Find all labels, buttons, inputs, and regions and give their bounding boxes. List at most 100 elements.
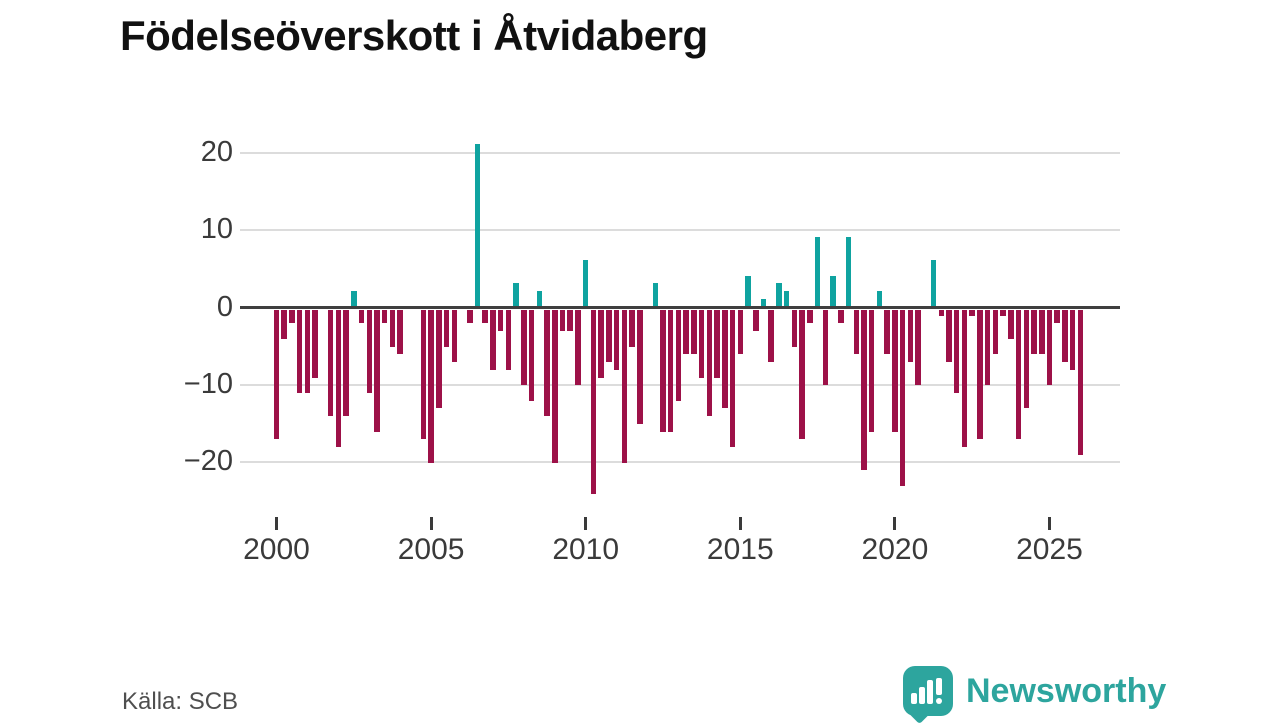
bar-2012-q2 — [652, 283, 659, 307]
bar-2021-q3 — [938, 309, 945, 316]
bar-2025-q2 — [1054, 309, 1060, 324]
bar-2022-q1 — [953, 309, 960, 394]
bar-2014-q1 — [706, 309, 713, 417]
bar-2002-q1 — [335, 309, 342, 448]
bar-2003-q1 — [366, 309, 372, 394]
bar-2003-q4 — [389, 309, 396, 347]
x-tick-2015 — [738, 517, 742, 530]
bar-2002-q2 — [343, 309, 349, 417]
bar-2015-q2 — [745, 275, 751, 307]
bar-2006-q3 — [474, 144, 481, 307]
x-tick-label-2015: 2015 — [706, 533, 774, 566]
bar-2001-q4 — [327, 309, 334, 417]
bar-2023-q3 — [1000, 309, 1006, 316]
bar-2018-q4 — [853, 309, 859, 355]
bar-2002-q4 — [358, 309, 365, 324]
bar-2000-q2 — [281, 309, 287, 339]
bar-2016-q2 — [776, 283, 782, 307]
bar-2007-q4 — [513, 283, 519, 307]
bar-2000-q1 — [273, 309, 280, 440]
y-tick-label-10: 10 — [200, 213, 233, 246]
bar-2010-q2 — [590, 309, 597, 494]
logo-bar-small — [911, 693, 917, 704]
bar-2013-q1 — [675, 309, 682, 401]
y-tick-label-0: 0 — [216, 290, 233, 323]
bar-2007-q3 — [505, 309, 512, 370]
bar-2021-q2 — [930, 260, 937, 307]
bar-2017-q1 — [799, 309, 805, 440]
bar-2013-q4 — [698, 309, 705, 378]
plot-area — [240, 140, 1120, 510]
bar-2015-q1 — [737, 309, 744, 355]
bar-2009-q1 — [552, 309, 558, 463]
bar-2025-q3 — [1062, 309, 1068, 363]
bar-2022-q4 — [977, 309, 983, 440]
gridline--20 — [240, 461, 1120, 464]
bar-2006-q2 — [467, 309, 473, 324]
zero-axis-line — [240, 306, 1120, 309]
bar-2000-q4 — [296, 309, 303, 394]
newsworthy-logo: Newsworthy — [900, 664, 1180, 724]
bar-2023-q4 — [1008, 309, 1014, 339]
y-tick-label-−10: −10 — [183, 367, 233, 400]
bar-2011-q3 — [629, 309, 635, 347]
bar-2008-q1 — [521, 309, 527, 386]
x-tick-label-2025: 2025 — [1016, 533, 1083, 566]
bar-2008-q2 — [528, 309, 535, 401]
bar-2011-q1 — [613, 309, 620, 370]
bar-2017-q2 — [807, 309, 813, 324]
bar-2005-q1 — [428, 309, 434, 463]
bar-2024-q1 — [1015, 309, 1022, 440]
y-tick-label-−20: −20 — [183, 445, 233, 478]
bar-2009-q4 — [575, 309, 581, 386]
x-tick-label-2010: 2010 — [552, 533, 620, 566]
bar-2007-q1 — [490, 309, 496, 370]
bar-2018-q1 — [830, 275, 836, 307]
bar-2007-q2 — [497, 309, 504, 332]
bar-2018-q2 — [838, 309, 844, 324]
bar-2006-q4 — [482, 309, 488, 324]
bar-2009-q3 — [567, 309, 573, 332]
logo-bar-large — [927, 680, 933, 704]
bar-2002-q3 — [351, 291, 357, 307]
bar-2016-q3 — [783, 291, 790, 307]
bar-2023-q1 — [984, 309, 991, 386]
x-tick-2005 — [429, 517, 433, 530]
bar-2012-q3 — [660, 309, 666, 432]
bar-2021-q4 — [946, 309, 952, 363]
bar-2019-q2 — [868, 309, 875, 432]
bar-2022-q2 — [961, 309, 968, 448]
bar-2014-q3 — [722, 309, 728, 409]
bar-2015-q3 — [753, 309, 759, 332]
x-tick-2020 — [893, 517, 897, 530]
bar-2013-q2 — [683, 309, 689, 355]
logo-exclamation-stem — [936, 678, 942, 695]
bar-2012-q4 — [667, 309, 674, 432]
bar-2020-q3 — [907, 309, 914, 363]
bar-2019-q4 — [884, 309, 890, 355]
speech-bubble-tail — [908, 702, 931, 724]
x-tick-label-2000: 2000 — [243, 533, 310, 566]
bar-2005-q2 — [436, 309, 442, 409]
bar-2017-q4 — [822, 309, 829, 386]
gridline-10 — [240, 229, 1120, 232]
bar-2010-q3 — [598, 309, 604, 378]
bar-2025-q4 — [1069, 309, 1076, 370]
bar-2014-q2 — [714, 309, 720, 378]
bar-2026-q1 — [1077, 309, 1084, 455]
x-tick-label-2005: 2005 — [397, 533, 465, 566]
bar-2005-q3 — [443, 309, 450, 347]
bar-2019-q3 — [876, 291, 883, 307]
gridline-20 — [240, 151, 1120, 154]
bar-2011-q4 — [637, 309, 643, 424]
bar-2020-q4 — [915, 309, 921, 386]
bar-2024-q2 — [1023, 309, 1030, 409]
source-caption: Källa: SCB — [122, 688, 239, 715]
bar-2001-q1 — [304, 309, 311, 394]
bar-2024-q4 — [1039, 309, 1045, 355]
x-tick-2025 — [1048, 517, 1051, 530]
bar-2023-q2 — [992, 309, 999, 355]
bar-2019-q1 — [861, 309, 867, 471]
logo-bar-medium — [919, 687, 925, 704]
chart-title: Födelseöverskott i Åtvidaberg — [120, 12, 708, 59]
